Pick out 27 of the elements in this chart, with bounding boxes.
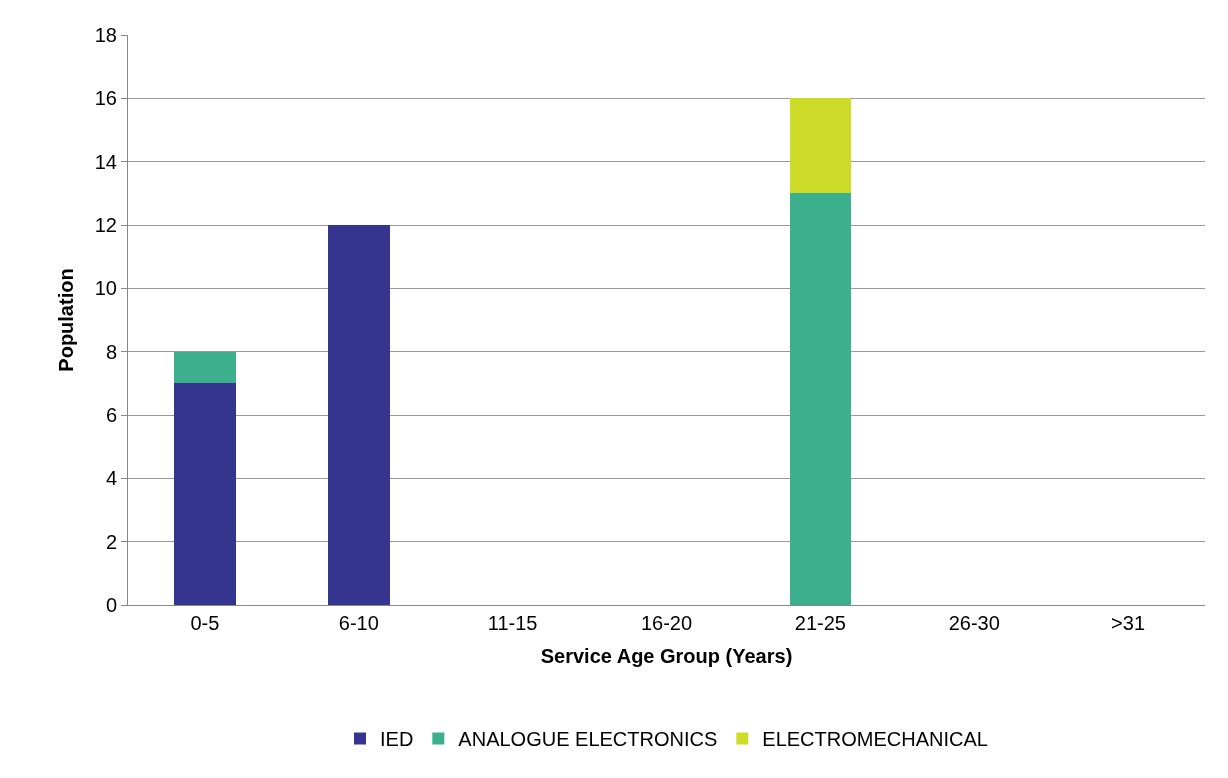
y-tick-label: 0	[105, 594, 117, 616]
y-tick-label: 2	[105, 530, 117, 553]
bar	[174, 383, 236, 605]
x-tick-label: 0-5	[190, 612, 220, 634]
y-tick-label: 16	[94, 87, 117, 110]
bar	[328, 225, 390, 605]
y-tick-label: 14	[94, 150, 117, 173]
y-tick-label: 18	[94, 24, 117, 46]
y-tick-label: 4	[105, 467, 117, 490]
x-tick-label: >31	[1111, 612, 1146, 634]
bar	[789, 193, 852, 605]
y-axis-title: Population	[55, 268, 78, 372]
y-tick-label: 6	[105, 404, 117, 426]
x-tick-label: 6-10	[338, 612, 379, 634]
x-tick-label: 26-30	[948, 612, 1000, 634]
y-tick-label: 10	[94, 277, 117, 300]
legend-label: IED	[380, 728, 414, 751]
legend-label: ANALOGUE ELECTRONICS	[458, 728, 718, 751]
x-axis-title: Service Age Group (Years)	[540, 644, 793, 667]
x-tick-label: 11-15	[487, 612, 538, 634]
bar	[174, 351, 236, 384]
legend-label: ELECTROMECHANICAL	[762, 728, 988, 751]
y-tick-label: 8	[105, 340, 117, 363]
x-tick-label: 16-20	[640, 612, 693, 634]
y-tick-label: 12	[94, 214, 117, 236]
x-tick-label: 21-25	[794, 612, 846, 634]
bar	[789, 98, 852, 194]
